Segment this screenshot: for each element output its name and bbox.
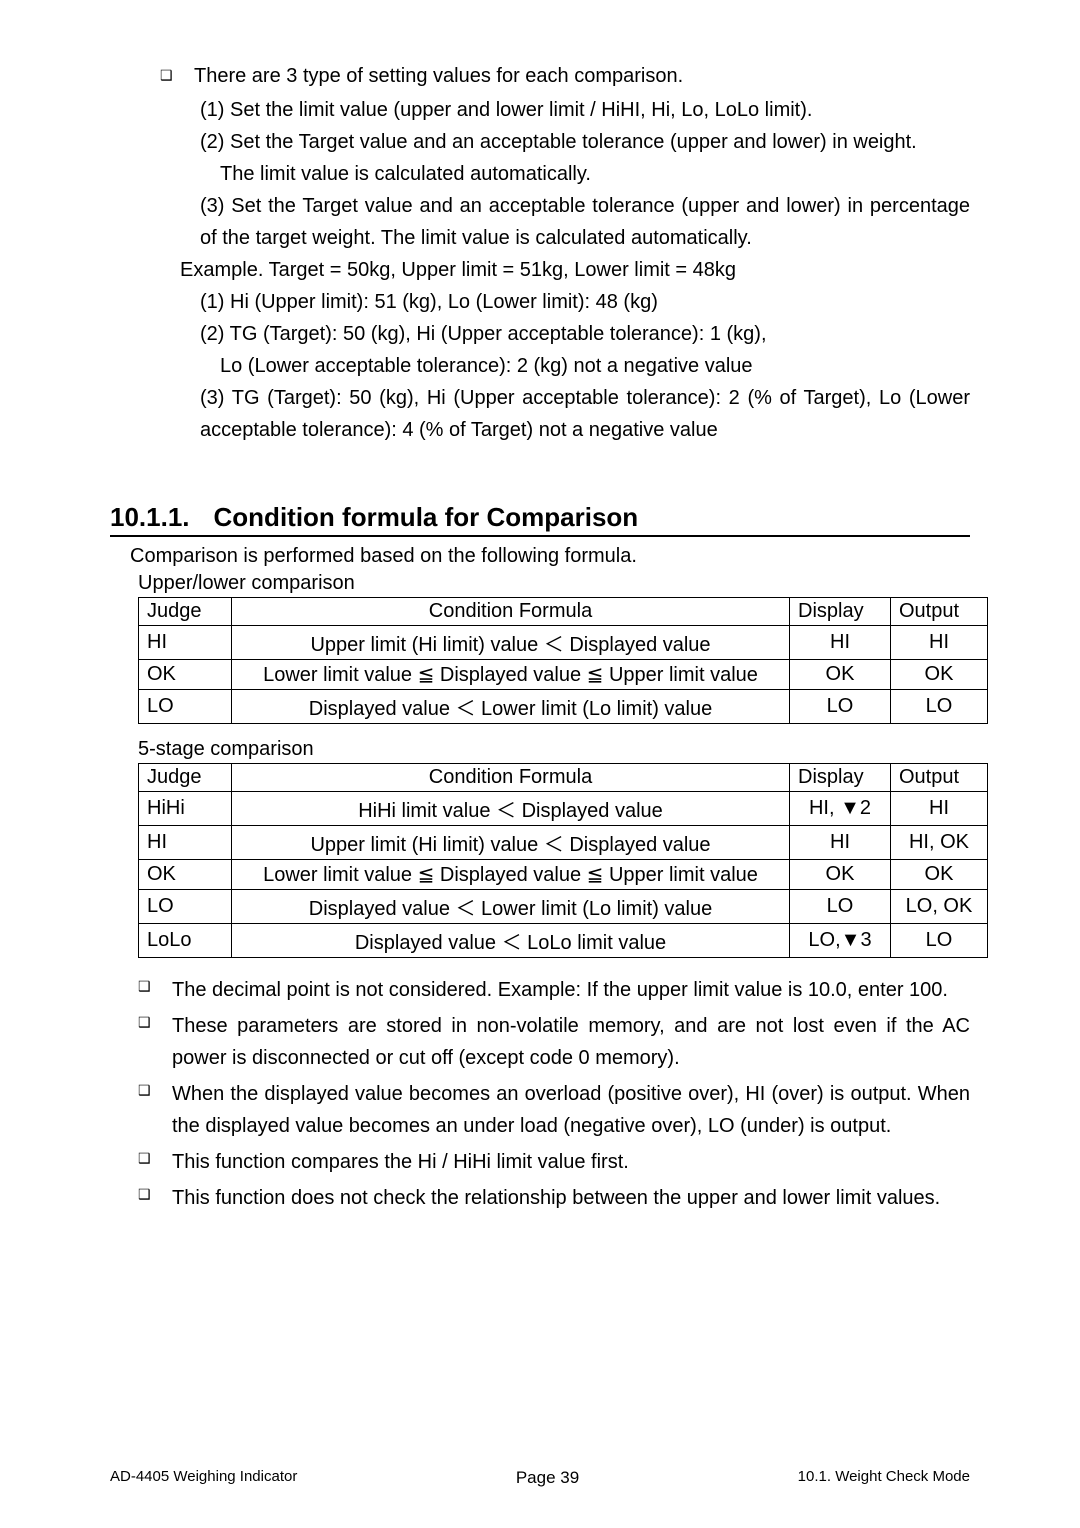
bullet-marker-icon: ❑ [138, 1182, 172, 1214]
bullet-marker-icon: ❑ [138, 1146, 172, 1178]
cell-formula: Upper limit (Hi limit) value ＜ Displayed… [232, 826, 790, 860]
cell-display: HI, ▼2 [790, 792, 891, 826]
page-footer: AD-4405 Weighing Indicator Page 39 10.1.… [0, 1468, 1080, 1488]
cell-formula: Upper limit (Hi limit) value ＜ Displayed… [232, 626, 790, 660]
cell-formula: Displayed value ＜ Lower limit (Lo limit)… [232, 690, 790, 724]
th-display: Display [790, 598, 891, 626]
table2-label: 5-stage comparison [138, 738, 970, 761]
note-row: ❑These parameters are stored in non-vola… [138, 1010, 970, 1074]
bullet-marker-icon: ❑ [138, 1078, 172, 1142]
bullet-marker-icon: ❑ [138, 1010, 172, 1074]
intro-text: Comparison is performed based on the fol… [130, 545, 970, 568]
note-row: ❑The decimal point is not considered. Ex… [138, 974, 970, 1006]
cell-formula: HiHi limit value ＜ Displayed value [232, 792, 790, 826]
note-text: The decimal point is not considered. Exa… [172, 974, 970, 1006]
top-sub-line: (3) Set the Target value and an acceptab… [200, 190, 970, 254]
cell-display: LO [790, 690, 891, 724]
cell-judge: OK [139, 660, 232, 690]
top-sub-line: (2) Set the Target value and an acceptab… [200, 126, 970, 158]
cell-formula: Lower limit value ≦ Displayed value ≦ Up… [232, 860, 790, 890]
th-output: Output [891, 764, 988, 792]
cell-output: HI [891, 626, 988, 660]
cell-display: LO,▼3 [790, 924, 891, 958]
top-sub-line: (1) Hi (Upper limit): 51 (kg), Lo (Lower… [200, 286, 970, 318]
table-header-row: Judge Condition Formula Display Output [139, 598, 988, 626]
note-row: ❑This function does not check the relati… [138, 1182, 970, 1214]
top-sub-line: The limit value is calculated automatica… [220, 158, 970, 190]
cell-judge: HiHi [139, 792, 232, 826]
table-row: OKLower limit value ≦ Displayed value ≦ … [139, 860, 988, 890]
footer-center: Page 39 [516, 1468, 579, 1488]
cell-output: OK [891, 860, 988, 890]
cell-output: LO [891, 690, 988, 724]
cell-output: LO, OK [891, 890, 988, 924]
cell-judge: HI [139, 626, 232, 660]
table-row: LODisplayed value ＜ Lower limit (Lo limi… [139, 690, 988, 724]
cell-judge: LoLo [139, 924, 232, 958]
th-judge: Judge [139, 598, 232, 626]
cell-formula: Displayed value ＜ LoLo limit value [232, 924, 790, 958]
cell-display: OK [790, 860, 891, 890]
five-stage-table: Judge Condition Formula Display Output H… [138, 763, 988, 958]
table-row: LoLoDisplayed value ＜ LoLo limit valueLO… [139, 924, 988, 958]
bullet-marker-icon: ❑ [160, 60, 194, 92]
note-text: This function compares the Hi / HiHi lim… [172, 1146, 970, 1178]
table-row: LODisplayed value ＜ Lower limit (Lo limi… [139, 890, 988, 924]
note-text: This function does not check the relatio… [172, 1182, 970, 1214]
table-row: HiHiHiHi limit value ＜ Displayed valueHI… [139, 792, 988, 826]
cell-output: LO [891, 924, 988, 958]
cell-judge: OK [139, 860, 232, 890]
top-sub-line: Example. Target = 50kg, Upper limit = 51… [180, 254, 970, 286]
upper-lower-table: Judge Condition Formula Display Output H… [138, 597, 988, 724]
th-formula: Condition Formula [232, 764, 790, 792]
section-number: 10.1.1. [110, 502, 190, 533]
cell-output: OK [891, 660, 988, 690]
table-row: HIUpper limit (Hi limit) value ＜ Display… [139, 626, 988, 660]
top-sub-line: (1) Set the limit value (upper and lower… [200, 94, 970, 126]
footer-page-label: Page [516, 1468, 556, 1487]
top-setting-block: ❑ There are 3 type of setting values for… [160, 60, 970, 446]
top-lead-text: There are 3 type of setting values for e… [194, 60, 970, 92]
footer-left: AD-4405 Weighing Indicator [110, 1468, 297, 1488]
footer-page-number: 39 [560, 1468, 579, 1487]
cell-output: HI, OK [891, 826, 988, 860]
note-text: When the displayed value becomes an over… [172, 1078, 970, 1142]
th-output: Output [891, 598, 988, 626]
table-row: OKLower limit value ≦ Displayed value ≦ … [139, 660, 988, 690]
th-display: Display [790, 764, 891, 792]
cell-judge: LO [139, 890, 232, 924]
cell-display: LO [790, 890, 891, 924]
note-row: ❑This function compares the Hi / HiHi li… [138, 1146, 970, 1178]
cell-display: HI [790, 626, 891, 660]
bullet-marker-icon: ❑ [138, 974, 172, 1006]
note-row: ❑When the displayed value becomes an ove… [138, 1078, 970, 1142]
top-bullet-row: ❑ There are 3 type of setting values for… [160, 60, 970, 92]
top-sub-line: (3) TG (Target): 50 (kg), Hi (Upper acce… [200, 382, 970, 446]
th-formula: Condition Formula [232, 598, 790, 626]
top-sub-line: Lo (Lower acceptable tolerance): 2 (kg) … [220, 350, 970, 382]
cell-display: HI [790, 826, 891, 860]
th-judge: Judge [139, 764, 232, 792]
section-heading: 10.1.1. Condition formula for Comparison [110, 502, 970, 537]
notes-block: ❑The decimal point is not considered. Ex… [138, 974, 970, 1214]
cell-judge: LO [139, 690, 232, 724]
cell-formula: Displayed value ＜ Lower limit (Lo limit)… [232, 890, 790, 924]
note-text: These parameters are stored in non-volat… [172, 1010, 970, 1074]
cell-judge: HI [139, 826, 232, 860]
cell-output: HI [891, 792, 988, 826]
footer-right: 10.1. Weight Check Mode [798, 1468, 970, 1488]
top-sub-line: (2) TG (Target): 50 (kg), Hi (Upper acce… [200, 318, 970, 350]
table-header-row: Judge Condition Formula Display Output [139, 764, 988, 792]
table-row: HIUpper limit (Hi limit) value ＜ Display… [139, 826, 988, 860]
table1-label: Upper/lower comparison [138, 572, 970, 595]
cell-display: OK [790, 660, 891, 690]
section-title: Condition formula for Comparison [214, 502, 639, 533]
cell-formula: Lower limit value ≦ Displayed value ≦ Up… [232, 660, 790, 690]
